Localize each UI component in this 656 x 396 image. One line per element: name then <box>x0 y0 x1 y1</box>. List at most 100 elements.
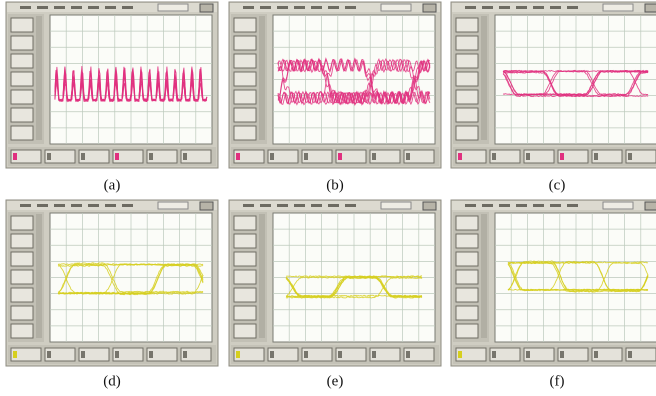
side-button[interactable] <box>456 108 478 122</box>
menu-item[interactable] <box>345 6 356 9</box>
side-button[interactable] <box>11 216 33 230</box>
menu-item[interactable] <box>122 204 133 207</box>
side-button[interactable] <box>11 54 33 68</box>
menu-item[interactable] <box>71 6 82 9</box>
channel-indicator <box>236 351 240 358</box>
menu-item[interactable] <box>122 6 133 9</box>
side-button[interactable] <box>456 234 478 248</box>
channel-indicator <box>115 351 119 358</box>
side-button[interactable] <box>456 126 478 140</box>
channel-indicator <box>628 153 632 160</box>
menu-item[interactable] <box>328 204 339 207</box>
channel-indicator <box>81 153 85 160</box>
side-button[interactable] <box>456 306 478 320</box>
menu-item[interactable] <box>516 204 527 207</box>
menu-item[interactable] <box>20 204 31 207</box>
menu-item[interactable] <box>567 204 578 207</box>
menu-item[interactable] <box>243 204 254 207</box>
channel-indicator <box>458 351 462 358</box>
side-button[interactable] <box>234 324 256 338</box>
channel-indicator <box>304 351 308 358</box>
side-button[interactable] <box>234 54 256 68</box>
menu-item[interactable] <box>54 204 65 207</box>
menu-item[interactable] <box>20 6 31 9</box>
menu-item[interactable] <box>260 204 271 207</box>
side-button[interactable] <box>234 90 256 104</box>
side-button[interactable] <box>234 108 256 122</box>
channel-indicator <box>406 351 410 358</box>
menu-item[interactable] <box>465 6 476 9</box>
side-button[interactable] <box>11 252 33 266</box>
side-button[interactable] <box>456 72 478 86</box>
channel-indicator <box>628 351 632 358</box>
close-button[interactable] <box>200 202 213 210</box>
side-button[interactable] <box>234 306 256 320</box>
side-button[interactable] <box>234 234 256 248</box>
side-button[interactable] <box>456 36 478 50</box>
close-button[interactable] <box>200 4 213 12</box>
side-button[interactable] <box>11 306 33 320</box>
side-button[interactable] <box>11 72 33 86</box>
menu-item[interactable] <box>345 204 356 207</box>
menu-item[interactable] <box>243 6 254 9</box>
side-button[interactable] <box>234 216 256 230</box>
menu-item[interactable] <box>311 6 322 9</box>
menu-item[interactable] <box>550 204 561 207</box>
menu-item[interactable] <box>105 204 116 207</box>
menu-item[interactable] <box>37 6 48 9</box>
menu-item[interactable] <box>277 6 288 9</box>
side-button[interactable] <box>456 216 478 230</box>
side-button[interactable] <box>11 126 33 140</box>
side-button[interactable] <box>11 108 33 122</box>
side-button[interactable] <box>234 270 256 284</box>
menu-item[interactable] <box>88 6 99 9</box>
side-button[interactable] <box>11 18 33 32</box>
side-button[interactable] <box>456 54 478 68</box>
side-button[interactable] <box>234 288 256 302</box>
side-button[interactable] <box>11 270 33 284</box>
menu-item[interactable] <box>54 6 65 9</box>
menu-item[interactable] <box>533 204 544 207</box>
menu-item[interactable] <box>328 6 339 9</box>
menu-item[interactable] <box>499 6 510 9</box>
menu-item[interactable] <box>516 6 527 9</box>
menu-item[interactable] <box>550 6 561 9</box>
side-button[interactable] <box>234 126 256 140</box>
menu-item[interactable] <box>105 6 116 9</box>
side-button[interactable] <box>456 270 478 284</box>
side-button[interactable] <box>11 36 33 50</box>
side-button[interactable] <box>11 288 33 302</box>
menu-item[interactable] <box>465 204 476 207</box>
menu-item[interactable] <box>88 204 99 207</box>
side-button[interactable] <box>11 234 33 248</box>
menu-item[interactable] <box>499 204 510 207</box>
close-button[interactable] <box>645 4 656 12</box>
menu-item[interactable] <box>567 6 578 9</box>
menu-item[interactable] <box>482 204 493 207</box>
side-button[interactable] <box>11 324 33 338</box>
menu-item[interactable] <box>71 204 82 207</box>
close-button[interactable] <box>423 4 436 12</box>
side-button[interactable] <box>234 18 256 32</box>
side-button[interactable] <box>456 18 478 32</box>
side-button[interactable] <box>456 288 478 302</box>
menu-item[interactable] <box>37 204 48 207</box>
menu-item[interactable] <box>294 204 305 207</box>
channel-indicator <box>270 153 274 160</box>
side-button[interactable] <box>234 252 256 266</box>
menu-item[interactable] <box>277 204 288 207</box>
menu-item[interactable] <box>533 6 544 9</box>
menu-item[interactable] <box>482 6 493 9</box>
side-button[interactable] <box>456 324 478 338</box>
menu-item[interactable] <box>260 6 271 9</box>
scrollbar <box>481 214 487 338</box>
menu-item[interactable] <box>294 6 305 9</box>
side-button[interactable] <box>456 90 478 104</box>
side-button[interactable] <box>456 252 478 266</box>
close-button[interactable] <box>423 202 436 210</box>
menu-item[interactable] <box>311 204 322 207</box>
close-button[interactable] <box>645 202 656 210</box>
side-button[interactable] <box>234 72 256 86</box>
side-button[interactable] <box>11 90 33 104</box>
side-button[interactable] <box>234 36 256 50</box>
